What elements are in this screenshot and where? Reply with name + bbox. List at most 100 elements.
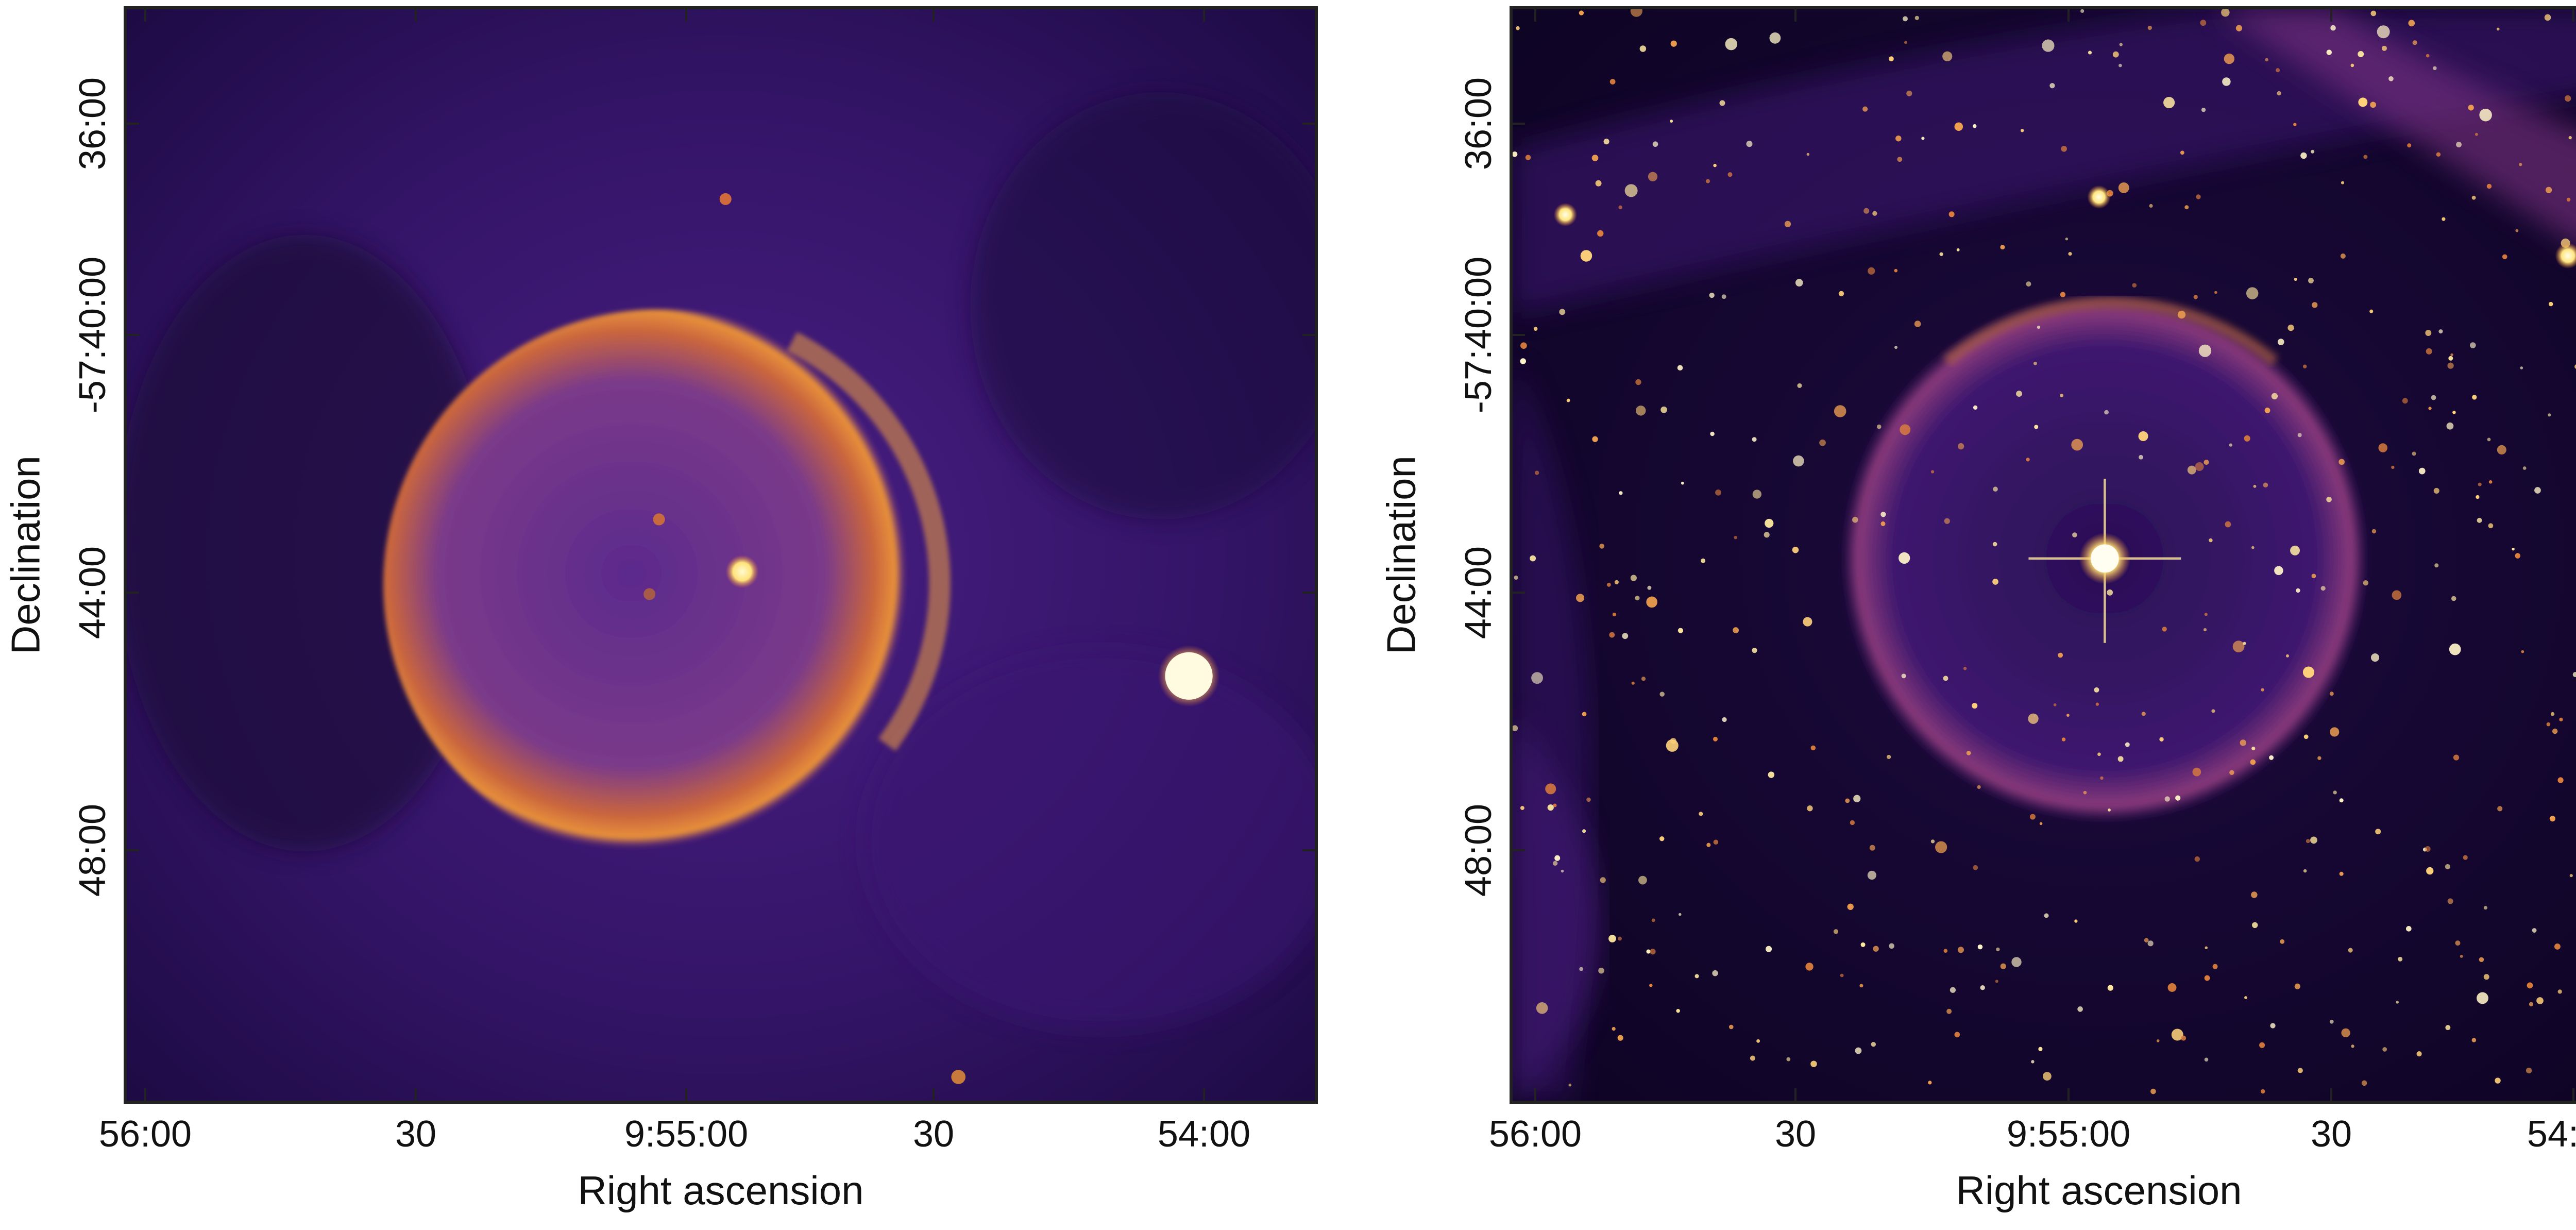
field-star xyxy=(2264,408,2270,413)
field-star xyxy=(1850,820,1855,825)
left-x-tick-1: 30 xyxy=(395,1114,437,1155)
field-star xyxy=(2512,547,2515,551)
field-star xyxy=(1900,424,1911,435)
field-star xyxy=(2317,756,2321,760)
field-star xyxy=(2477,517,2482,523)
left-x-tick-2: 9:55:00 xyxy=(624,1114,749,1155)
field-star xyxy=(2277,339,2284,346)
field-star xyxy=(1636,406,1646,416)
field-star xyxy=(2108,808,2111,812)
field-star xyxy=(2177,310,2186,319)
field-star xyxy=(2338,459,2345,465)
field-star xyxy=(2340,253,2346,259)
field-star xyxy=(1957,443,1964,450)
field-star xyxy=(1728,1024,1734,1030)
left-y-tick-1: -57:40:00 xyxy=(72,256,113,414)
field-star xyxy=(1977,785,1981,789)
field-star xyxy=(1614,580,1619,584)
field-star xyxy=(2431,395,2436,400)
field-star xyxy=(1676,1009,1680,1013)
field-star xyxy=(1641,677,1646,681)
field-star xyxy=(1706,843,1711,847)
field-star xyxy=(1681,481,1684,485)
field-star xyxy=(2132,283,2137,288)
field-star xyxy=(2433,66,2437,71)
field-star xyxy=(2522,466,2527,470)
field-star xyxy=(1553,803,1557,807)
field-star xyxy=(1944,518,1950,524)
field-star xyxy=(1973,405,1978,410)
field-star xyxy=(2479,957,2484,962)
field-star xyxy=(1914,321,1921,327)
field-star xyxy=(2225,521,2231,528)
field-star xyxy=(2232,641,2245,653)
field-star xyxy=(1863,208,1870,214)
field-star xyxy=(2229,770,2234,775)
field-star xyxy=(2433,487,2439,494)
field-star xyxy=(1647,585,1652,590)
field-star xyxy=(1930,839,1935,844)
field-star xyxy=(2074,919,2078,923)
field-star xyxy=(2536,997,2544,1004)
field-star xyxy=(2201,107,2206,112)
field-star xyxy=(2483,974,2489,980)
field-star xyxy=(2138,431,2148,442)
field-star xyxy=(1719,100,1725,106)
field-star xyxy=(2150,1088,2156,1094)
field-star xyxy=(2449,643,2461,655)
field-star xyxy=(1972,124,1977,128)
field-star xyxy=(1869,845,1875,851)
field-star xyxy=(2350,63,2354,68)
field-star xyxy=(1612,1027,1616,1031)
field-star xyxy=(2402,398,2408,404)
field-star xyxy=(1618,936,1622,941)
field-star xyxy=(1727,172,1733,177)
field-star xyxy=(1579,10,1584,15)
right-x-axis-title: Right ascension xyxy=(1956,1168,2242,1213)
field-star xyxy=(1752,490,1761,499)
field-star xyxy=(2378,443,2388,452)
field-star xyxy=(2478,482,2482,486)
field-star xyxy=(2460,954,2463,958)
field-star xyxy=(1948,211,1955,217)
field-star xyxy=(2412,40,2417,45)
field-star xyxy=(2559,717,2563,721)
field-star xyxy=(2156,1039,2160,1042)
field-star xyxy=(2520,366,2523,369)
field-star xyxy=(2310,836,2317,844)
field-star xyxy=(1608,935,1616,942)
field-star xyxy=(2391,465,2395,469)
field-star xyxy=(2260,1089,2265,1094)
field-star xyxy=(1838,291,1844,296)
field-star xyxy=(1520,806,1524,810)
field-star xyxy=(2095,702,2099,706)
field-star xyxy=(1595,180,1602,187)
field-star xyxy=(2042,39,2055,52)
field-star xyxy=(1559,309,1566,315)
field-star xyxy=(2450,353,2453,357)
field-star xyxy=(2438,329,2443,334)
field-star xyxy=(2171,1029,2183,1041)
field-star xyxy=(2532,928,2537,933)
field-star xyxy=(2224,53,2235,64)
field-star xyxy=(1766,946,1772,952)
field-star xyxy=(2470,342,2476,348)
field-star xyxy=(2167,983,2177,992)
field-star xyxy=(2534,487,2541,494)
field-star xyxy=(1946,1008,1952,1014)
bright-central-star xyxy=(2028,478,2181,643)
field-star xyxy=(2083,790,2087,795)
field-star xyxy=(2475,132,2478,136)
field-star xyxy=(2274,566,2283,576)
field-star xyxy=(2306,839,2310,844)
field-star xyxy=(1646,949,1651,954)
field-star xyxy=(1520,358,1526,364)
field-star xyxy=(1853,795,1861,802)
field-star xyxy=(2164,796,2170,802)
field-star xyxy=(2515,553,2521,559)
field-star xyxy=(2392,590,2402,600)
field-star xyxy=(2285,654,2289,658)
field-star xyxy=(2251,746,2256,751)
field-star xyxy=(2244,996,2247,999)
field-star xyxy=(2436,152,2441,157)
